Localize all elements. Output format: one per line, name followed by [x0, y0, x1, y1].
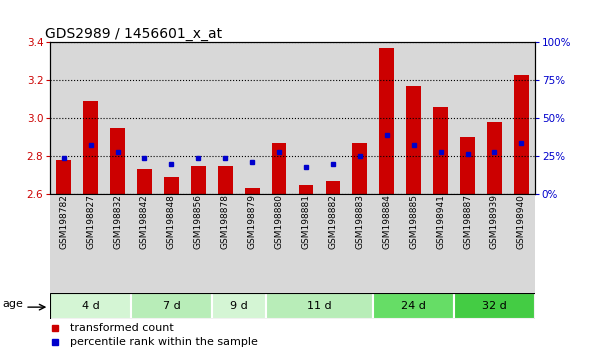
Text: 32 d: 32 d — [482, 301, 507, 311]
Text: GSM198941: GSM198941 — [436, 194, 445, 249]
Text: GSM198884: GSM198884 — [382, 194, 391, 249]
Bar — [400, 42, 427, 194]
Text: GDS2989 / 1456601_x_at: GDS2989 / 1456601_x_at — [46, 28, 223, 41]
Text: GSM198880: GSM198880 — [275, 194, 284, 249]
Bar — [481, 194, 508, 293]
Bar — [481, 42, 508, 194]
Bar — [379, 48, 394, 194]
Bar — [406, 86, 421, 194]
Text: 4 d: 4 d — [82, 301, 99, 311]
Bar — [239, 194, 265, 293]
Bar — [164, 177, 179, 194]
Text: GSM198782: GSM198782 — [59, 194, 68, 249]
Bar — [158, 42, 185, 194]
Bar — [272, 143, 287, 194]
Bar — [185, 42, 212, 194]
Text: 7 d: 7 d — [163, 301, 180, 311]
Bar — [265, 194, 293, 293]
Bar — [352, 143, 367, 194]
Bar — [320, 42, 346, 194]
Bar — [454, 293, 535, 319]
Text: GSM198856: GSM198856 — [194, 194, 203, 249]
Text: GSM198887: GSM198887 — [463, 194, 472, 249]
Bar — [212, 293, 265, 319]
Bar — [50, 293, 131, 319]
Bar — [508, 194, 535, 293]
Bar — [454, 42, 481, 194]
Bar — [137, 169, 152, 194]
Bar — [508, 42, 535, 194]
Text: GSM198885: GSM198885 — [409, 194, 418, 249]
Text: GSM198827: GSM198827 — [86, 194, 95, 249]
Bar — [131, 293, 212, 319]
Bar — [104, 42, 131, 194]
Bar — [400, 194, 427, 293]
Text: GSM198940: GSM198940 — [517, 194, 526, 249]
Bar — [514, 75, 529, 194]
Bar — [487, 122, 502, 194]
Bar — [374, 293, 454, 319]
Text: age: age — [2, 299, 24, 309]
Text: GSM198832: GSM198832 — [113, 194, 122, 249]
Text: 11 d: 11 d — [307, 301, 332, 311]
Bar — [239, 42, 265, 194]
Bar — [185, 194, 212, 293]
Bar — [265, 42, 293, 194]
Bar — [293, 194, 320, 293]
Bar — [346, 42, 374, 194]
Bar — [218, 166, 233, 194]
Bar — [460, 137, 475, 194]
Bar — [191, 166, 206, 194]
Text: percentile rank within the sample: percentile rank within the sample — [70, 337, 258, 347]
Text: 9 d: 9 d — [230, 301, 248, 311]
Bar — [50, 42, 77, 194]
Text: 24 d: 24 d — [401, 301, 426, 311]
Bar — [374, 194, 400, 293]
Bar — [245, 188, 259, 194]
Bar — [346, 194, 374, 293]
Bar — [293, 42, 320, 194]
Text: GSM198842: GSM198842 — [140, 194, 149, 249]
Bar — [56, 160, 71, 194]
Bar — [427, 42, 454, 194]
Bar — [212, 194, 239, 293]
Text: GSM198939: GSM198939 — [490, 194, 499, 249]
Bar — [77, 194, 104, 293]
Bar — [110, 128, 125, 194]
Bar — [454, 194, 481, 293]
Text: GSM198883: GSM198883 — [355, 194, 365, 249]
Text: GSM198881: GSM198881 — [301, 194, 310, 249]
Bar — [158, 194, 185, 293]
Bar — [50, 194, 77, 293]
Text: transformed count: transformed count — [70, 322, 173, 332]
Text: GSM198882: GSM198882 — [329, 194, 337, 249]
Bar — [77, 42, 104, 194]
Bar — [131, 42, 158, 194]
Bar — [131, 194, 158, 293]
Bar — [433, 107, 448, 194]
Text: GSM198878: GSM198878 — [220, 194, 230, 249]
Bar — [212, 42, 239, 194]
Bar — [83, 101, 98, 194]
Text: GSM198879: GSM198879 — [248, 194, 256, 249]
Bar — [320, 194, 346, 293]
Bar — [265, 293, 374, 319]
Bar — [326, 181, 340, 194]
Bar — [374, 42, 400, 194]
Bar — [298, 184, 313, 194]
Bar — [104, 194, 131, 293]
Text: GSM198848: GSM198848 — [167, 194, 176, 249]
Bar — [427, 194, 454, 293]
